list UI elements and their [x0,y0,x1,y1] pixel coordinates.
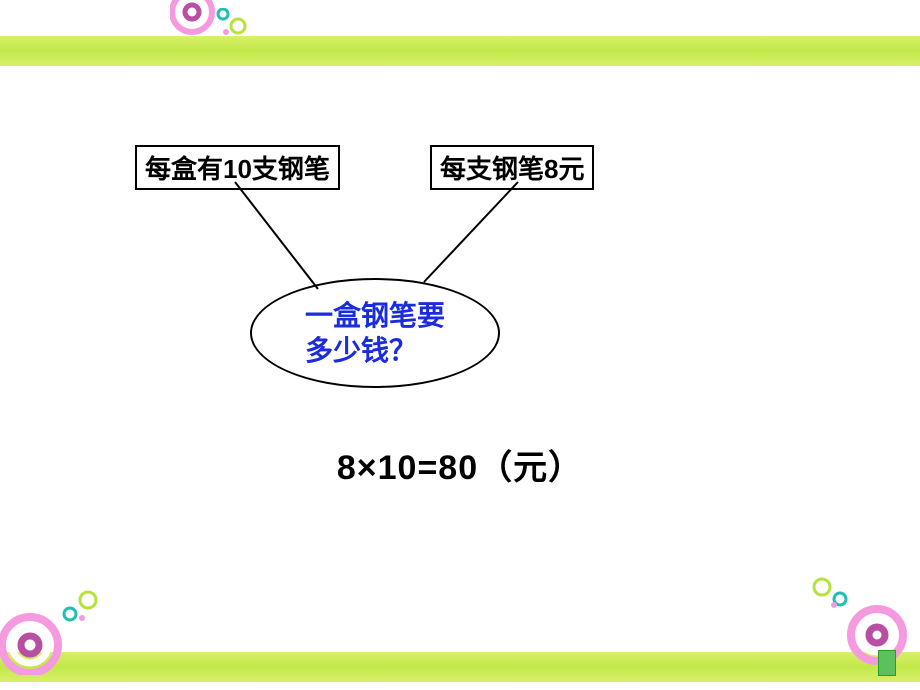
question-ellipse: 一盒钢笔要 多少钱？ [250,278,500,388]
question-line1: 一盒钢笔要 [305,300,445,331]
question-text: 一盒钢笔要 多少钱？ [305,298,445,368]
question-line2: 多少钱？ [305,335,417,366]
equation-text: 8×10=80（元） [0,440,920,489]
